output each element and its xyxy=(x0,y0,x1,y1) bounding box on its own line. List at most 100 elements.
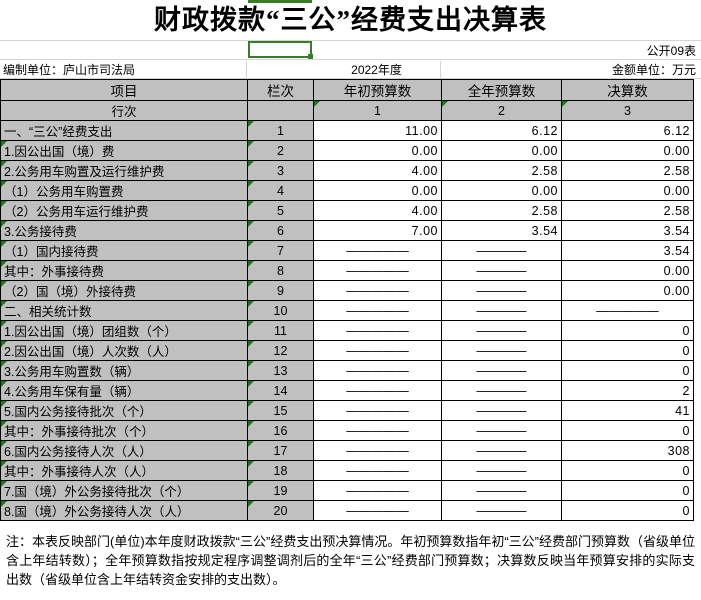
row-value-col-2[interactable]: ———— xyxy=(441,300,562,321)
row-value-col-3[interactable]: 0.00 xyxy=(561,280,694,301)
row-line-number[interactable]: 5 xyxy=(247,200,314,221)
row-label[interactable]: 2.公务用车购置及运行维护费 xyxy=(0,160,248,181)
row-line-number[interactable]: 11 xyxy=(247,320,314,341)
row-value-col-2[interactable]: ———— xyxy=(441,500,562,521)
row-line-number[interactable]: 16 xyxy=(247,420,314,441)
row-value-col-1[interactable]: ————— xyxy=(313,240,442,261)
row-value-col-1[interactable]: ————— xyxy=(313,260,442,281)
row-value-col-2[interactable]: ———— xyxy=(441,360,562,381)
row-line-number[interactable]: 13 xyxy=(247,360,314,381)
row-value-col-2[interactable]: 2.58 xyxy=(441,160,562,181)
row-value-col-2[interactable]: 6.12 xyxy=(441,120,562,141)
row-value-col-3[interactable]: 0 xyxy=(561,480,694,501)
row-value-col-3[interactable]: 0 xyxy=(561,500,694,521)
row-value-col-2[interactable]: 3.54 xyxy=(441,220,562,241)
row-value-col-2[interactable]: ———— xyxy=(441,280,562,301)
row-line-number[interactable]: 10 xyxy=(247,300,314,321)
row-value-col-3[interactable]: ————— xyxy=(561,300,694,321)
row-value-col-1[interactable]: 4.00 xyxy=(313,200,442,221)
row-value-col-1[interactable]: ————— xyxy=(313,380,442,401)
row-line-number[interactable]: 14 xyxy=(247,380,314,401)
row-value-col-1[interactable]: ————— xyxy=(313,280,442,301)
row-value-col-3[interactable]: 0 xyxy=(561,340,694,361)
row-label[interactable]: 一、“三公”经费支出 xyxy=(0,120,248,141)
row-value-col-1[interactable]: 4.00 xyxy=(313,160,442,181)
row-value-col-3[interactable]: 6.12 xyxy=(561,120,694,141)
row-label[interactable]: 其中：外事接待费 xyxy=(0,260,248,281)
row-value-col-2[interactable]: ———— xyxy=(441,340,562,361)
row-value-col-3[interactable]: 0.00 xyxy=(561,180,694,201)
row-value-col-1[interactable]: ————— xyxy=(313,340,442,361)
row-value-col-3[interactable]: 0.00 xyxy=(561,140,694,161)
row-label[interactable]: 1.因公出国（境）费 xyxy=(0,140,248,161)
row-value-col-1[interactable]: 0.00 xyxy=(313,180,442,201)
row-value-col-1[interactable]: 7.00 xyxy=(313,220,442,241)
row-value-col-2[interactable]: 0.00 xyxy=(441,140,562,161)
row-label[interactable]: 7.国（境）外公务接待批次（个） xyxy=(0,480,248,501)
row-line-number[interactable]: 18 xyxy=(247,460,314,481)
row-value-col-3[interactable]: 3.54 xyxy=(561,220,694,241)
row-value-col-3[interactable]: 0.00 xyxy=(561,260,694,281)
row-value-col-3[interactable]: 0 xyxy=(561,460,694,481)
row-value-col-1[interactable]: 0.00 xyxy=(313,140,442,161)
row-value-col-2[interactable]: ———— xyxy=(441,460,562,481)
row-value-col-3[interactable]: 308 xyxy=(561,440,694,461)
row-value-col-3[interactable]: 2.58 xyxy=(561,160,694,181)
row-label[interactable]: （2）国（境）外接待费 xyxy=(0,280,248,301)
row-value-col-1[interactable]: ————— xyxy=(313,420,442,441)
row-value-col-3[interactable]: 2 xyxy=(561,380,694,401)
row-value-col-1[interactable]: ————— xyxy=(313,320,442,341)
row-label[interactable]: 6.国内公务接待人次（人） xyxy=(0,440,248,461)
row-value-col-3[interactable]: 3.54 xyxy=(561,240,694,261)
row-value-col-1[interactable]: ————— xyxy=(313,440,442,461)
row-line-number[interactable]: 8 xyxy=(247,260,314,281)
row-value-col-3[interactable]: 0 xyxy=(561,420,694,441)
row-value-col-3[interactable]: 2.58 xyxy=(561,200,694,221)
row-label[interactable]: 2.因公出国（境）人次数（人） xyxy=(0,340,248,361)
row-label[interactable]: （1）公务用车购置费 xyxy=(0,180,248,201)
row-value-col-2[interactable]: 2.58 xyxy=(441,200,562,221)
row-line-number[interactable]: 3 xyxy=(247,160,314,181)
row-value-col-2[interactable]: ———— xyxy=(441,380,562,401)
row-value-col-1[interactable]: ————— xyxy=(313,480,442,501)
row-value-col-2[interactable]: ———— xyxy=(441,240,562,261)
row-value-col-3[interactable]: 41 xyxy=(561,400,694,421)
row-line-number[interactable]: 6 xyxy=(247,220,314,241)
row-label[interactable]: 8.国（境）外公务接待人次（人） xyxy=(0,500,248,521)
row-line-number[interactable]: 4 xyxy=(247,180,314,201)
row-value-col-1[interactable]: 11.00 xyxy=(313,120,442,141)
row-label[interactable]: 5.国内公务接待批次（个） xyxy=(0,400,248,421)
row-value-col-2[interactable]: ———— xyxy=(441,480,562,501)
row-value-col-1[interactable]: ————— xyxy=(313,360,442,381)
row-line-number[interactable]: 9 xyxy=(247,280,314,301)
row-label[interactable]: 二、相关统计数 xyxy=(0,300,248,321)
row-label[interactable]: 1.因公出国（境）团组数（个） xyxy=(0,320,248,341)
row-value-col-2[interactable]: ———— xyxy=(441,420,562,441)
row-line-number[interactable]: 2 xyxy=(247,140,314,161)
row-value-col-2[interactable]: 0.00 xyxy=(441,180,562,201)
row-value-col-2[interactable]: ———— xyxy=(441,320,562,341)
row-line-number[interactable]: 19 xyxy=(247,480,314,501)
row-line-number[interactable]: 20 xyxy=(247,500,314,521)
row-value-col-1[interactable]: ————— xyxy=(313,400,442,421)
row-value-col-2[interactable]: ———— xyxy=(441,400,562,421)
row-line-number[interactable]: 12 xyxy=(247,340,314,361)
row-value-col-2[interactable]: ———— xyxy=(441,260,562,281)
row-label[interactable]: 3.公务接待费 xyxy=(0,220,248,241)
row-line-number[interactable]: 15 xyxy=(247,400,314,421)
row-label[interactable]: （2）公务用车运行维护费 xyxy=(0,200,248,221)
row-value-col-2[interactable]: ———— xyxy=(441,440,562,461)
row-label[interactable]: 其中：外事接待批次（个） xyxy=(0,420,248,441)
row-line-number[interactable]: 1 xyxy=(247,120,314,141)
row-value-col-3[interactable]: 0 xyxy=(561,320,694,341)
row-value-col-1[interactable]: ————— xyxy=(313,300,442,321)
row-value-col-1[interactable]: ————— xyxy=(313,460,442,481)
row-label[interactable]: 3.公务用车购置数（辆） xyxy=(0,360,248,381)
row-label[interactable]: 其中：外事接待人次（人） xyxy=(0,460,248,481)
row-label[interactable]: （1）国内接待费 xyxy=(0,240,248,261)
row-label[interactable]: 4.公务用车保有量（辆） xyxy=(0,380,248,401)
row-value-col-3[interactable]: 0 xyxy=(561,360,694,381)
row-line-number[interactable]: 17 xyxy=(247,440,314,461)
row-value-col-1[interactable]: ————— xyxy=(313,500,442,521)
row-line-number[interactable]: 7 xyxy=(247,240,314,261)
